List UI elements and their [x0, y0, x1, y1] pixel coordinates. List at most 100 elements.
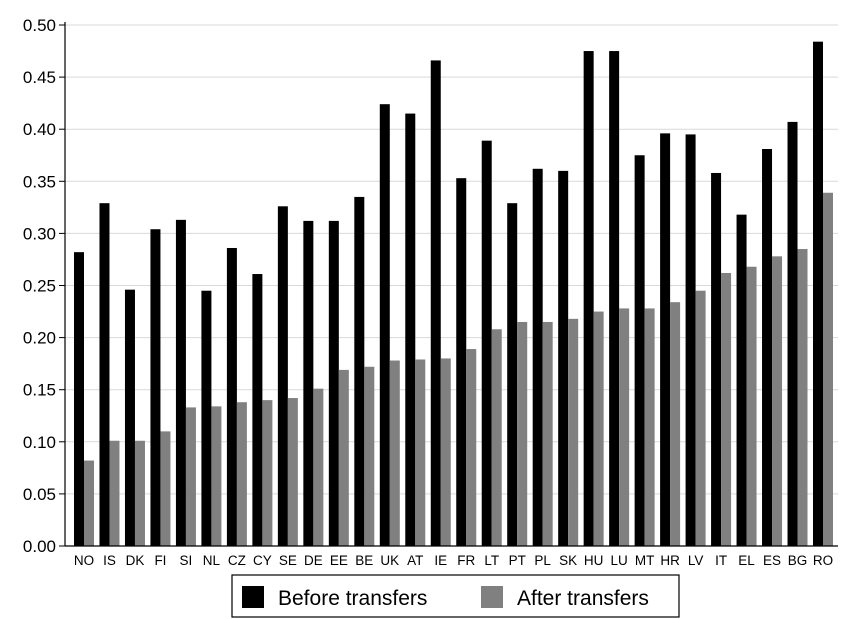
x-tick-label: MT — [635, 553, 655, 568]
bar-after-cz — [236, 402, 247, 546]
bar-before-es — [762, 148, 773, 547]
bar-after-mt — [644, 308, 655, 546]
legend-swatch — [481, 586, 503, 608]
bar-before-ie — [430, 60, 441, 546]
x-tick-label: HU — [584, 553, 604, 568]
x-tick-label: RO — [813, 553, 833, 568]
bar-after-lu — [619, 308, 630, 546]
bar-after-it — [721, 272, 732, 546]
bar-after-at — [415, 359, 426, 546]
bar-before-mt — [634, 155, 645, 546]
bar-before-uk — [379, 104, 390, 546]
bar-before-de — [303, 220, 314, 546]
legend: Before transfers After transfers — [231, 574, 680, 618]
bar-after-lv — [695, 290, 706, 546]
bar-after-lt — [491, 329, 502, 546]
bar-before-lt — [481, 140, 492, 547]
x-tick-label: BE — [355, 553, 373, 568]
bar-before-cy — [252, 274, 263, 546]
bar-before-bg — [787, 121, 798, 546]
bar-before-el — [736, 214, 747, 547]
bar-after-sk — [568, 318, 579, 546]
bar-before-cz — [226, 247, 237, 546]
bar-after-es — [772, 256, 783, 546]
x-tick-label: IS — [103, 553, 116, 568]
bar-before-is — [99, 203, 110, 546]
bar-before-dk — [124, 289, 135, 546]
x-tick-label: CZ — [228, 553, 246, 568]
x-tick-label: CY — [253, 553, 272, 568]
bar-before-ro — [813, 41, 823, 547]
bar-before-si — [175, 219, 186, 546]
x-tick-label: SK — [559, 553, 577, 568]
x-tick-label: LU — [611, 553, 628, 568]
bar-before-it — [711, 172, 722, 547]
bar-after-si — [185, 407, 196, 546]
y-tick-label: 0.20 — [23, 329, 56, 348]
y-tick-label: 0.45 — [23, 68, 56, 87]
y-tick-label: 0.00 — [23, 537, 56, 556]
bar-before-pt — [507, 203, 518, 546]
bar-before-no — [74, 252, 84, 546]
x-tick-label: PL — [534, 553, 551, 568]
x-tick-label: IE — [434, 553, 447, 568]
bar-before-hr — [660, 133, 671, 547]
bar-after-is — [109, 440, 120, 546]
bar-after-hr — [670, 302, 681, 546]
x-tick-label: HR — [660, 553, 680, 568]
legend-swatch — [242, 586, 264, 608]
x-tick-label: BG — [788, 553, 808, 568]
bar-after-dk — [134, 440, 145, 546]
y-tick-label: 0.30 — [23, 224, 56, 243]
x-tick-label: PT — [509, 553, 526, 568]
bar-after-de — [313, 388, 324, 546]
bar-before-nl — [201, 290, 212, 546]
bar-before-fi — [150, 229, 161, 546]
x-tick-label: FI — [154, 553, 166, 568]
x-tick-label: DE — [304, 553, 323, 568]
bar-after-no — [84, 460, 94, 546]
y-tick-label: 0.15 — [23, 381, 56, 400]
x-tick-label: FR — [457, 553, 475, 568]
bar-after-nl — [211, 406, 222, 546]
bar-before-pl — [532, 168, 543, 546]
x-tick-label: SE — [279, 553, 297, 568]
bar-after-ie — [440, 358, 451, 546]
x-tick-label: ES — [763, 553, 781, 568]
x-tick-label: DK — [126, 553, 145, 568]
bar-before-at — [405, 113, 416, 546]
x-tick-label: LT — [484, 553, 499, 568]
bar-after-pl — [542, 321, 553, 546]
legend-label: After transfers — [517, 587, 649, 610]
bar-after-fi — [160, 431, 171, 546]
x-tick-label: IT — [715, 553, 727, 568]
bar-before-lu — [609, 51, 620, 547]
y-tick-label: 0.35 — [23, 172, 56, 191]
y-tick-label: 0.05 — [23, 485, 56, 504]
bar-after-se — [287, 398, 298, 546]
x-tick-label: SI — [180, 553, 193, 568]
x-tick-label: NL — [203, 553, 221, 568]
bar-after-fr — [466, 349, 477, 546]
y-tick-label: 0.50 — [23, 16, 56, 35]
x-tick-label: UK — [380, 553, 399, 568]
legend-box — [231, 574, 680, 618]
bar-after-el — [746, 266, 757, 546]
bar-after-uk — [389, 360, 400, 546]
x-tick-label: EL — [738, 553, 755, 568]
x-tick-label: EE — [330, 553, 348, 568]
x-tick-label: AT — [407, 553, 423, 568]
bar-before-se — [277, 206, 288, 547]
y-tick-label: 0.10 — [23, 433, 56, 452]
bar-before-be — [354, 196, 365, 546]
bars — [74, 41, 833, 547]
bar-after-bg — [797, 249, 808, 546]
axes: 0.00 0.05 0.10 0.15 0.20 0.25 0.30 0.35 0.40 0.45… — [23, 16, 838, 568]
y-tick-label: 0.25 — [23, 277, 56, 296]
bar-after-hu — [593, 311, 604, 546]
legend-label: Before transfers — [278, 587, 427, 610]
bar-before-ee — [328, 220, 339, 546]
y-tick-label: 0.40 — [23, 120, 56, 139]
